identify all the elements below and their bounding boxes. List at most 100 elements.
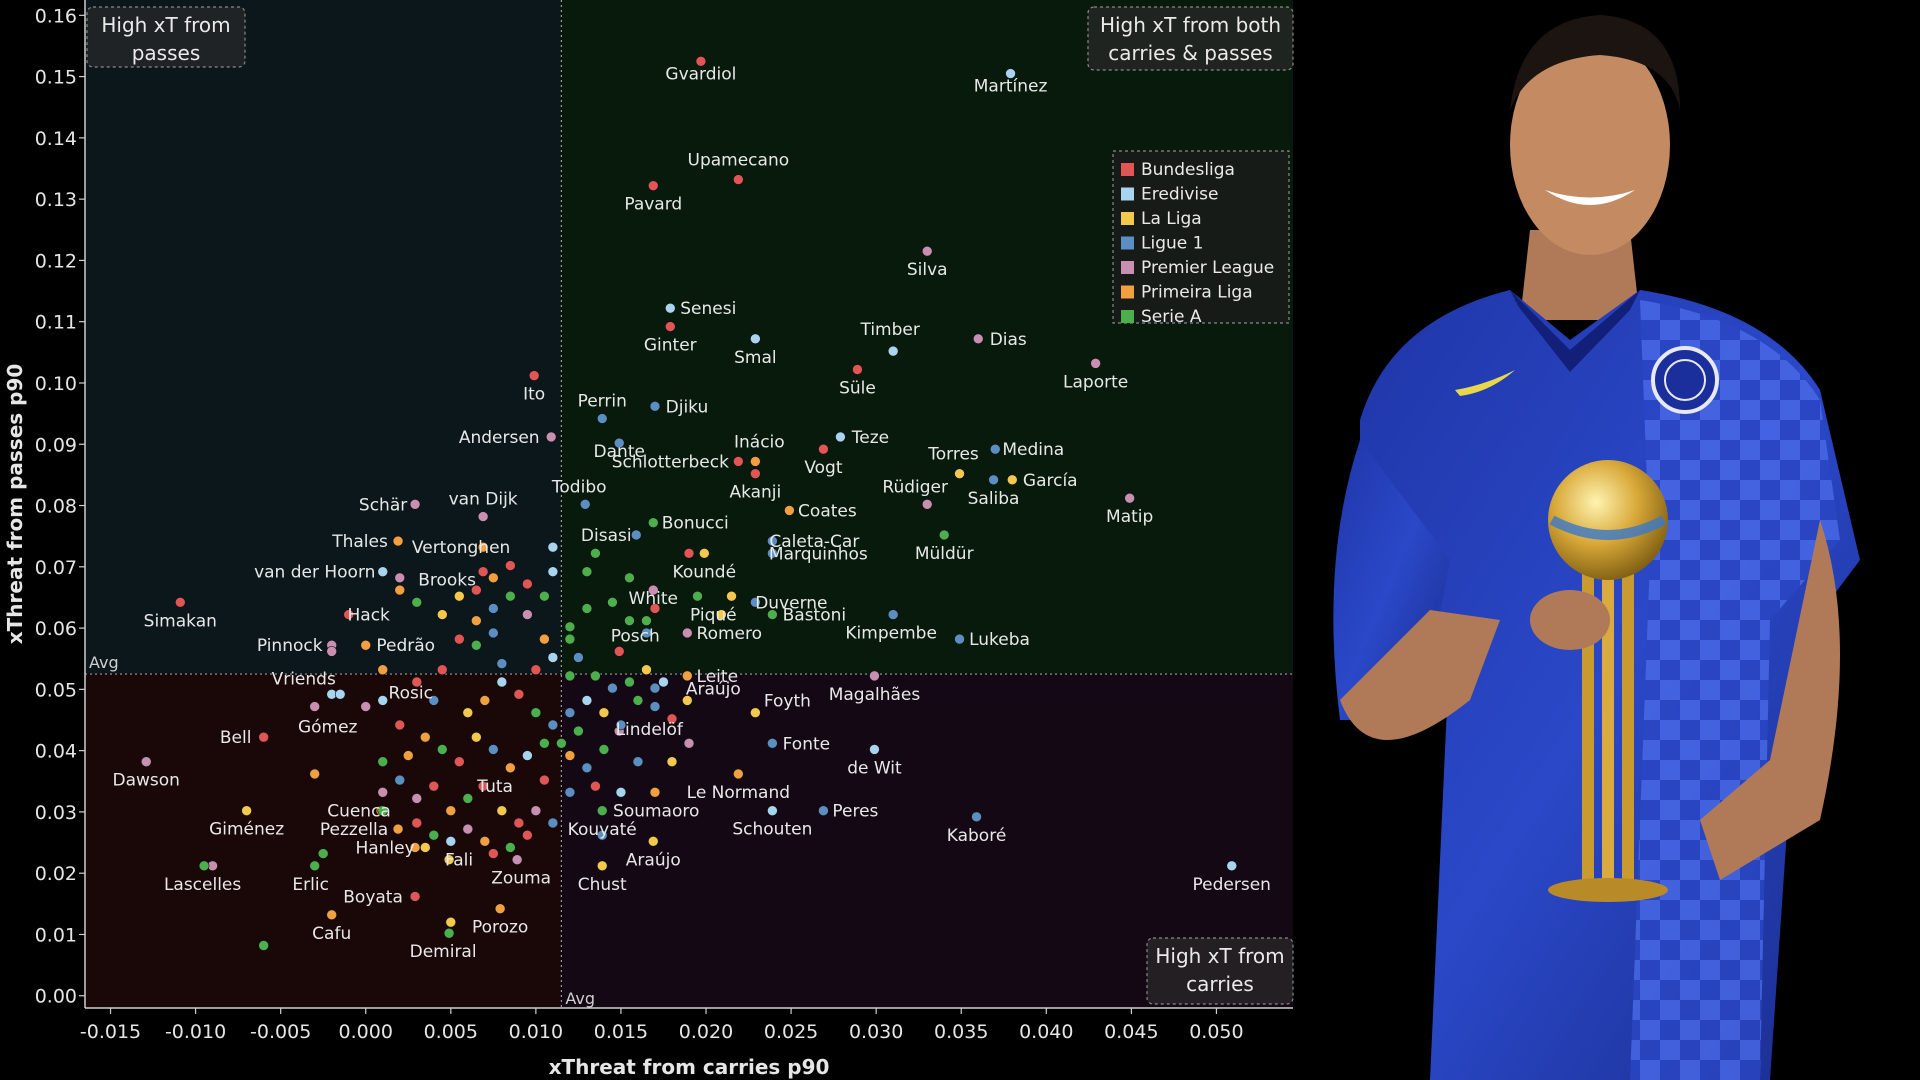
data-point — [496, 658, 508, 669]
point-label: Fali — [445, 851, 473, 871]
legend-entry: Bundesliga — [1141, 160, 1235, 180]
data-point — [954, 468, 965, 479]
legend-swatch — [1121, 285, 1134, 299]
legend: Bundesliga Eredivise La Liga Ligue 1 Premier… — [1112, 150, 1290, 327]
data-point — [596, 805, 608, 816]
data-point — [818, 805, 829, 816]
point-label: Dante — [594, 442, 645, 462]
point-label: Marquinhos — [769, 544, 868, 564]
data-point — [681, 627, 693, 639]
data-point — [547, 541, 559, 553]
data-point — [343, 609, 355, 620]
point-label: Coates — [798, 501, 857, 521]
data-point — [454, 756, 465, 767]
data-point — [377, 664, 389, 676]
data-point — [258, 940, 269, 951]
data-point — [573, 652, 584, 663]
quadrant-label-bottom-right-text: carries — [1186, 972, 1254, 996]
data-point — [590, 780, 601, 792]
data-point — [581, 566, 593, 578]
x-tick-label: 0.020 — [679, 1021, 733, 1043]
point-label: Araújo — [686, 679, 741, 699]
data-point — [971, 811, 982, 823]
legend-box — [1112, 150, 1290, 324]
data-point — [511, 854, 523, 866]
data-point — [664, 302, 676, 314]
point-label: Chust — [578, 875, 627, 895]
data-point — [317, 848, 329, 859]
point-label: Foyth — [764, 692, 811, 712]
data-point — [545, 431, 557, 443]
point-label: Boyata — [343, 887, 403, 907]
quadrant-bg-top-left — [85, 0, 562, 675]
data-point — [972, 333, 984, 345]
y-tick-label: 0.06 — [35, 618, 77, 640]
data-point — [607, 597, 618, 608]
quadrant-labels: High xT from passes High xT from both carri… — [86, 6, 1294, 1005]
x-tick-label: 0.030 — [849, 1021, 903, 1043]
point-label: Kimpembe — [845, 624, 937, 644]
point-label: Kouyaté — [568, 820, 637, 840]
point-label: Thales — [331, 532, 388, 552]
data-point — [471, 731, 482, 743]
data-point — [377, 787, 389, 798]
data-point — [615, 787, 627, 798]
data-point — [683, 737, 695, 749]
y-axis-label: xThreat from passes p90 — [3, 364, 27, 645]
data-point — [488, 744, 499, 755]
point-label: Gómez — [298, 718, 358, 738]
x-tick-label: -0.005 — [250, 1021, 311, 1043]
point-label: Piqué — [690, 606, 737, 626]
data-points — [140, 55, 1238, 951]
data-point — [377, 805, 389, 816]
point-label: Martínez — [974, 77, 1048, 97]
point-label: Pedrão — [376, 636, 435, 656]
legend-swatch — [1121, 236, 1134, 250]
data-point — [547, 566, 559, 578]
point-label: Süle — [839, 378, 876, 398]
legend-swatch — [1121, 187, 1134, 201]
point-label: Soumaoro — [613, 802, 699, 822]
point-label: Koundé — [673, 562, 737, 582]
axes: -0.015 -0.010 -0.005 0.000 0.005 0.010 0.015 0.… — [3, 0, 1293, 1079]
data-point — [624, 676, 635, 688]
quadrant-label-top-right-box — [1087, 6, 1294, 71]
point-label: Posch — [611, 626, 660, 646]
avg-label-horizontal: Avg — [89, 653, 119, 672]
data-point — [581, 695, 593, 706]
point-label: Pavard — [624, 195, 682, 215]
y-tick-label: 0.15 — [35, 67, 77, 89]
data-point — [394, 719, 406, 731]
x-tick-label: 0.040 — [1019, 1021, 1073, 1043]
x-tick-label: 0.000 — [339, 1021, 393, 1043]
data-point — [326, 909, 338, 921]
x-tick-label: 0.025 — [764, 1021, 818, 1043]
x-tick-label: 0.045 — [1104, 1021, 1158, 1043]
point-label: Duverne — [755, 593, 827, 613]
data-point — [647, 517, 659, 528]
data-point — [750, 333, 761, 345]
data-point — [564, 707, 576, 718]
point-label: Pedersen — [1193, 875, 1271, 895]
data-point — [564, 633, 576, 645]
data-point — [647, 836, 659, 847]
point-label: Upamecano — [688, 151, 790, 171]
data-point — [488, 603, 499, 614]
quadrant-label-bottom-right-text: High xT from — [1155, 944, 1284, 968]
data-point — [539, 633, 550, 645]
y-tick-label: 0.05 — [35, 679, 77, 701]
point-label: Brooks — [418, 571, 476, 591]
data-point — [596, 829, 608, 841]
data-point — [921, 499, 933, 510]
data-point — [547, 719, 559, 731]
point-label: Senesi — [680, 299, 736, 319]
point-label: Vriends — [272, 669, 336, 689]
x-tick-label: 0.015 — [594, 1021, 648, 1043]
data-point — [1226, 860, 1238, 872]
data-point — [522, 578, 533, 590]
data-point — [513, 688, 525, 700]
data-point — [750, 456, 761, 467]
data-point — [539, 737, 550, 749]
point-label: Romero — [697, 624, 763, 644]
y-tick-label: 0.12 — [35, 250, 77, 272]
